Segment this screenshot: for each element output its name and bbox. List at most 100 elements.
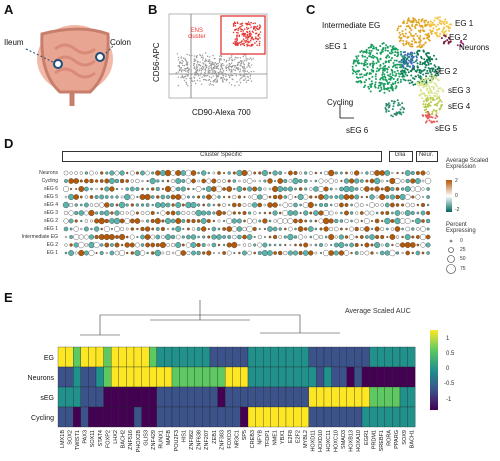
ens-event [234, 38, 237, 40]
umap-cell [427, 21, 430, 24]
heatmap-cell [316, 386, 325, 408]
dotplot-dot [294, 227, 297, 231]
umap-cell [386, 55, 389, 58]
dotplot-dot [74, 171, 79, 175]
umap-cell [356, 60, 359, 63]
umap-cell [446, 25, 449, 28]
dotplot-dot [99, 210, 104, 216]
dotplot-dot [282, 218, 288, 224]
dotplot-dot [335, 187, 338, 191]
umap-cell [384, 64, 387, 67]
dotplot-dot [363, 218, 370, 224]
heatmap-col-label: POU2F3 [174, 430, 180, 451]
dotplot-dot [62, 201, 70, 209]
dotplot-dot [405, 226, 410, 232]
flow-event [242, 61, 245, 63]
dotplot-dot [212, 211, 216, 215]
umap-cell [440, 100, 443, 103]
flow-event [220, 77, 223, 79]
dotplot-dot [314, 179, 318, 183]
dotplot-dot [416, 243, 420, 247]
dotplot-dot [171, 251, 175, 255]
ens-event [239, 44, 242, 46]
dotplot-dot [394, 210, 401, 216]
dotplot-dot [129, 218, 135, 224]
heatmap-cell [179, 386, 188, 408]
dotplot-dot [349, 178, 355, 184]
dotplot-dot [415, 250, 421, 256]
dotplot-dot [180, 250, 187, 256]
flow-event [219, 55, 221, 57]
flow-event [218, 74, 220, 76]
flow-event [181, 69, 183, 71]
heatmap-cell [73, 386, 81, 408]
umap-cell [392, 102, 395, 105]
dotplot-dot [201, 170, 207, 176]
dotplot-dot [64, 235, 68, 239]
umap-cell [383, 87, 386, 90]
flow-event [222, 74, 225, 77]
flow-event [186, 61, 189, 64]
dotplot-dot [207, 171, 211, 175]
umap-cell [365, 59, 368, 62]
heatmap-cell [232, 386, 241, 408]
dotplot-dot [74, 219, 78, 223]
flow-event [230, 74, 233, 77]
heatmap-cell [331, 406, 340, 428]
umap-cell [439, 107, 442, 110]
umap-cell [381, 50, 384, 53]
flow-event [194, 72, 196, 74]
umap-cell [445, 33, 448, 36]
dotplot-dot [95, 171, 99, 175]
dotplot-dot [201, 195, 206, 199]
ens-event [236, 42, 239, 45]
umap-cell [419, 79, 422, 82]
dotplot-dot [164, 169, 172, 177]
dotplot-dot [190, 242, 197, 248]
flow-event [209, 64, 211, 67]
umap-cell [403, 22, 406, 25]
dotplot-dot [151, 227, 155, 231]
dotplot-dot [385, 210, 390, 216]
heatmap-cell [194, 366, 203, 388]
umap-cell [357, 55, 360, 58]
dotplot-dot [334, 203, 339, 207]
heatmap-cell [240, 346, 249, 368]
umap-cell [430, 77, 433, 80]
flow-event [209, 72, 211, 75]
dotplot-dot [154, 218, 161, 224]
ens-event [245, 39, 248, 42]
umap-cell [432, 120, 435, 123]
dotplot-dot [242, 187, 247, 191]
heatmap-cell [339, 366, 347, 388]
dotplot-dot [299, 211, 302, 215]
dotplot-dot [416, 211, 420, 215]
umap-cell [385, 102, 388, 105]
heatmap-cell [217, 346, 226, 368]
umap-cell [400, 53, 403, 56]
dotplot-dot [323, 170, 329, 176]
umap-cell [435, 31, 438, 34]
dotplot-dot [319, 171, 323, 175]
umap-cell [387, 110, 390, 113]
heatmap-cell [111, 406, 119, 428]
umap-cell [364, 69, 367, 72]
heatmap-cell [217, 406, 226, 428]
flow-event [191, 54, 193, 57]
dotplot-dot [79, 171, 83, 175]
heatmap-cell [103, 406, 112, 428]
umap-cell [406, 22, 409, 25]
ens-event [250, 26, 252, 29]
dotplot-dot [93, 241, 100, 249]
dotplot-dot [425, 242, 431, 248]
flow-event [195, 56, 198, 58]
umap-cell [406, 74, 409, 77]
umap-cell [443, 34, 446, 37]
umap-cell [437, 90, 440, 93]
dotplot-dot [115, 203, 119, 207]
umap-cell [435, 112, 438, 115]
flow-event [219, 59, 221, 61]
flow-event [177, 76, 179, 78]
flow-event [239, 73, 241, 75]
dotplot-dot [103, 233, 110, 241]
